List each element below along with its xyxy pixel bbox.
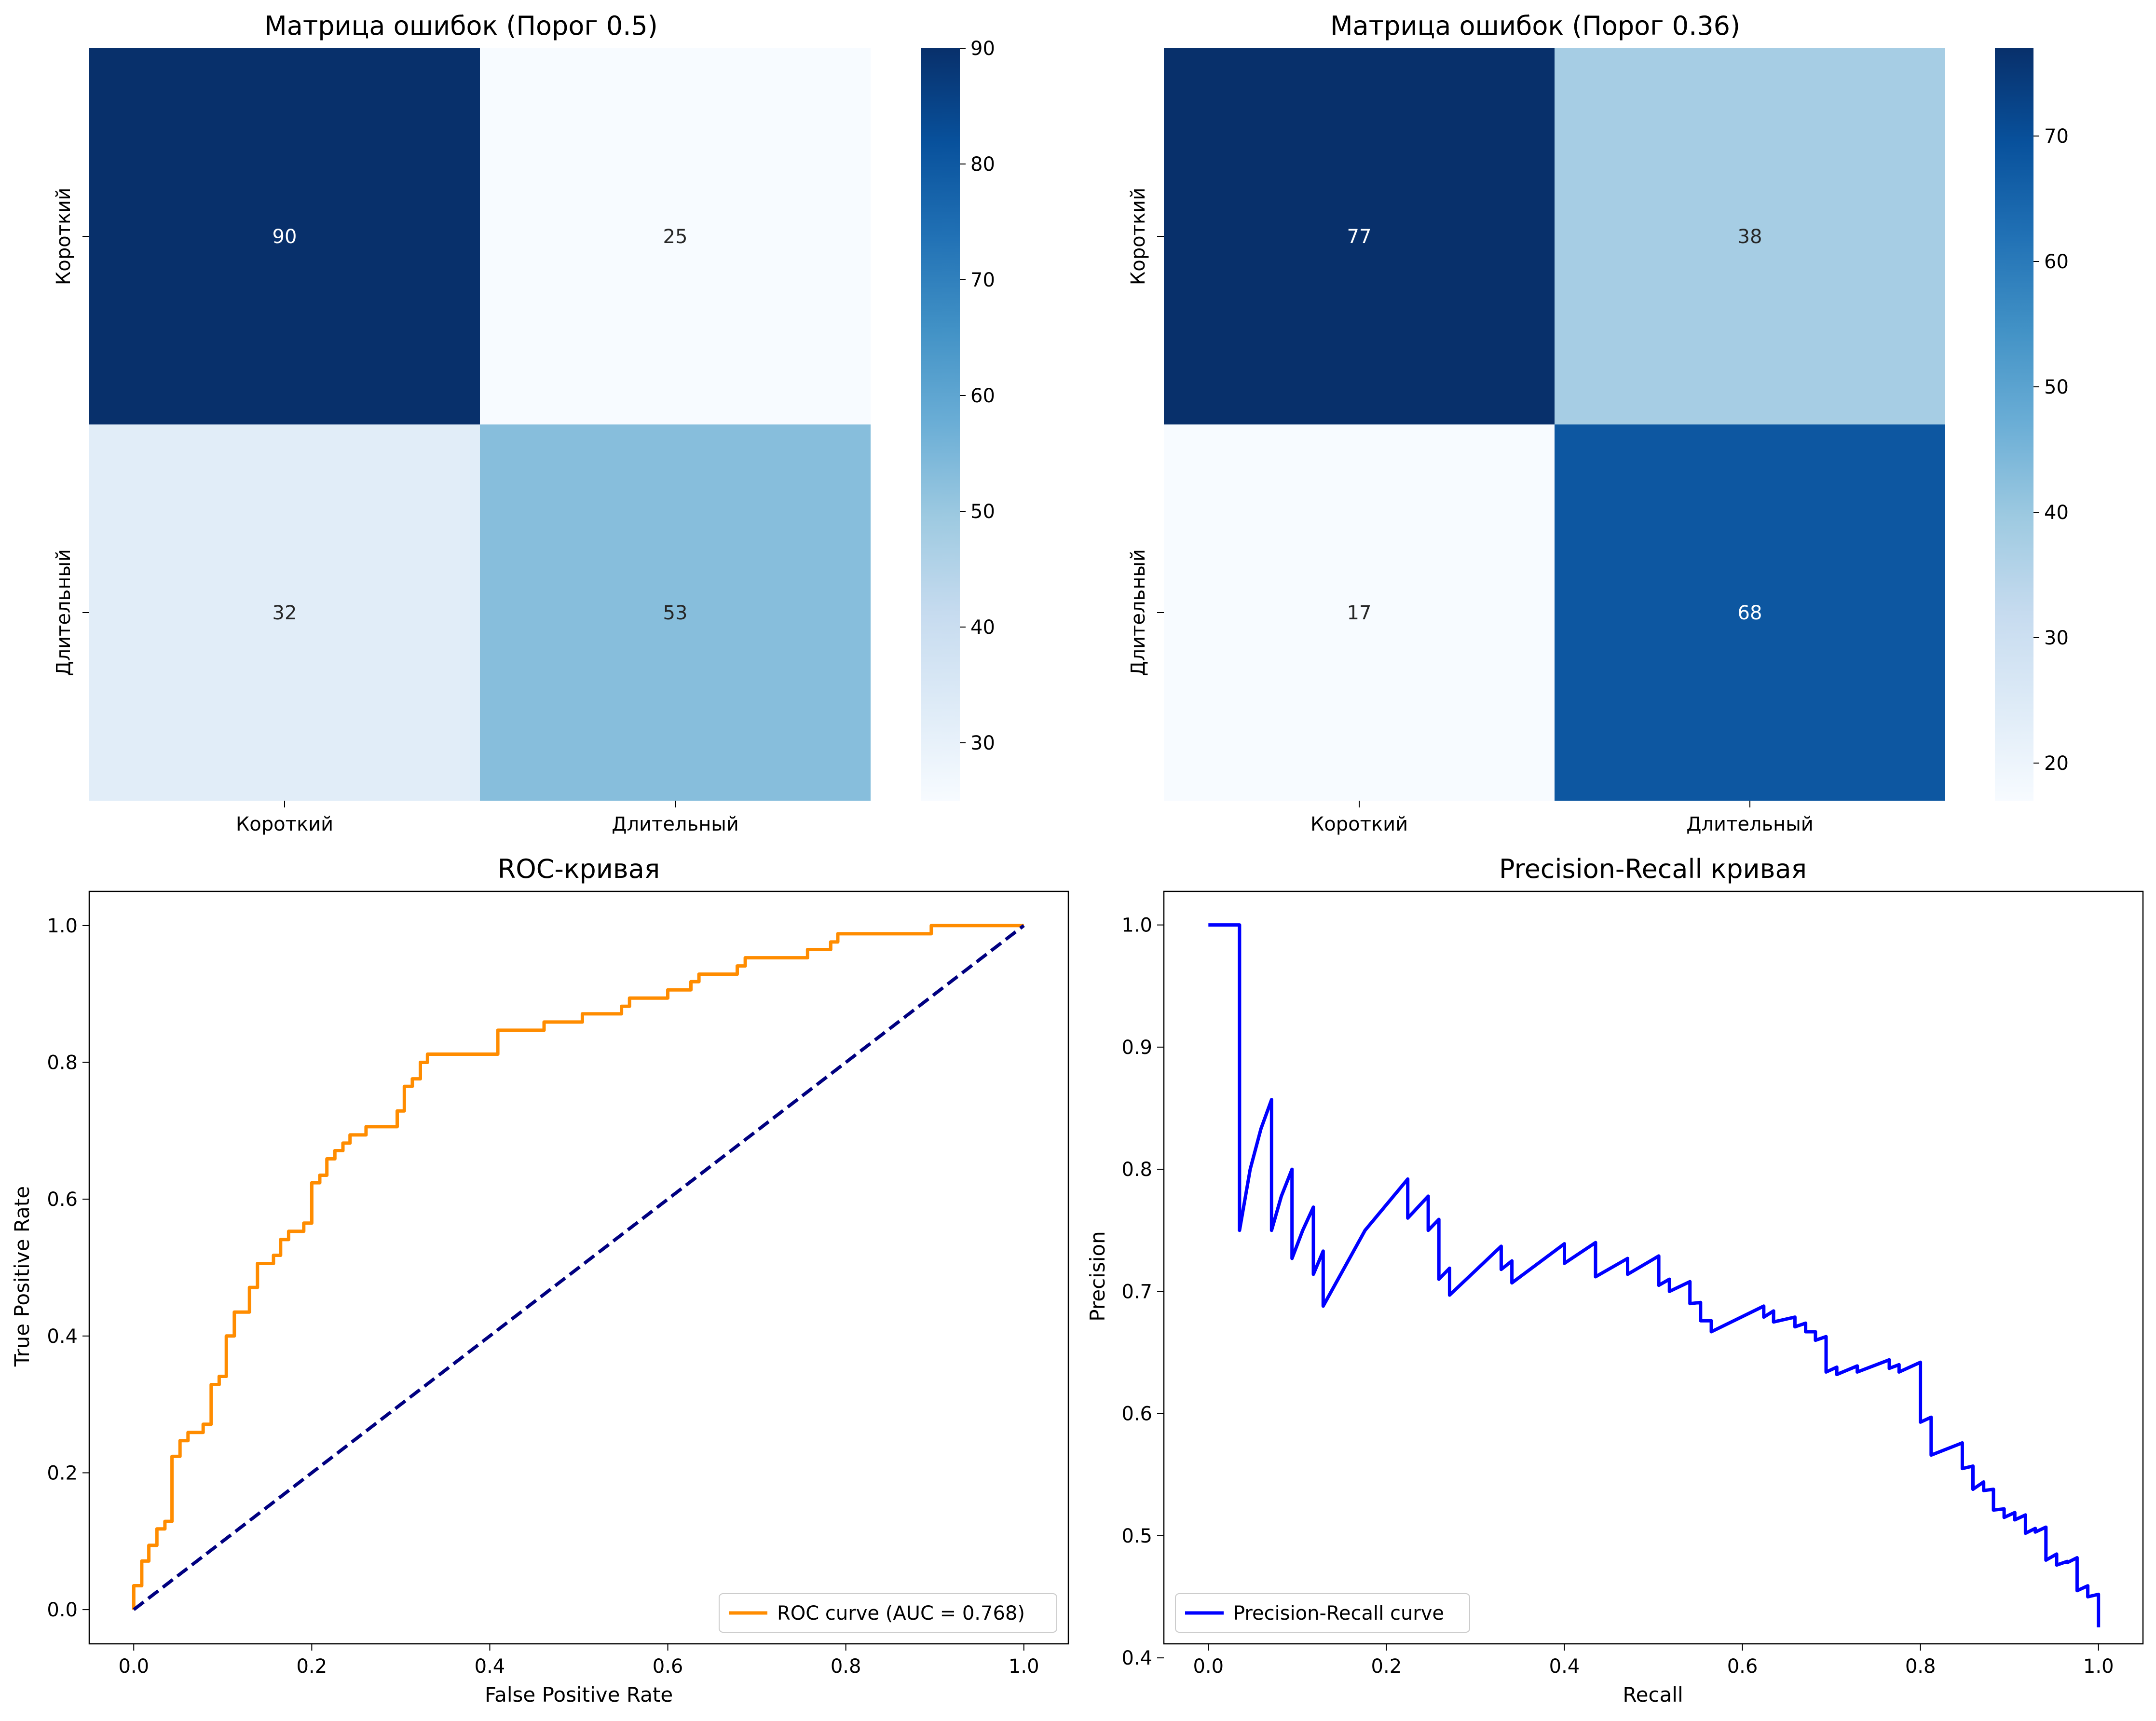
heatmap-cell-value: 25 (663, 226, 688, 248)
pr-chart: Precision-Recall кривая Recall Precision… (1086, 854, 2144, 1707)
y-tick-label: 0.6 (47, 1188, 78, 1211)
x-tick-label: 0.6 (653, 1655, 683, 1678)
x-tick-label: 1.0 (2083, 1655, 2114, 1678)
x-tick-label: 0.2 (1371, 1655, 1402, 1678)
legend: ROC curve (AUC = 0.768) (719, 1593, 1057, 1633)
y-tick-label: 1.0 (1121, 915, 1152, 937)
series-line (1208, 923, 2101, 1627)
heatmap-2-title: Матрица ошибок (Порог 0.36) (1330, 11, 1740, 41)
colorbar-tick-label: 80 (970, 153, 995, 176)
colorbar-tick-label: 40 (2044, 502, 2069, 524)
x-tick-label: Длительный (1686, 813, 1814, 835)
heatmap-cell-value: 77 (1347, 226, 1372, 248)
heatmap-1-axes: Короткий Длительный Короткий Длительный (53, 188, 739, 835)
heatmap-cell-value: 32 (273, 602, 297, 624)
pr-plot: 0.0 0.2 0.4 0.6 0.8 1.0 0.4 0.5 0.6 0.7 0.8 0.9 1.0 P… (1121, 890, 2144, 1678)
y-tick-label: 0.8 (1121, 1159, 1152, 1181)
heatmap-cell (1164, 48, 1555, 424)
heatmap-cell (480, 424, 871, 801)
heatmap-cell-value: 68 (1738, 602, 1762, 624)
legend-label: Precision-Recall curve (1233, 1602, 1444, 1625)
x-tick-label: 0.4 (475, 1655, 505, 1678)
x-tick-label: Короткий (236, 813, 333, 835)
x-tick-label: 1.0 (1009, 1655, 1039, 1678)
y-tick-label: 1.0 (47, 915, 78, 937)
y-tick-label: 0.0 (47, 1599, 78, 1621)
x-tick-label: 0.8 (1905, 1655, 1936, 1678)
heatmap-2-colorbar: 20 30 40 50 60 70 (1995, 48, 2069, 801)
colorbar-gradient (1995, 48, 2033, 801)
colorbar-tick-label: 50 (2044, 376, 2069, 398)
y-tick-label: Длительный (1127, 549, 1149, 676)
x-tick-label: 0.6 (1727, 1655, 1758, 1678)
x-tick-label: Длительный (612, 813, 739, 835)
heatmap-threshold-0-5: Матрица ошибок (Порог 0.5) 90 25 32 53 30 40… (53, 11, 995, 835)
colorbar-tick-label: 90 (970, 38, 995, 60)
pr-ylabel: Precision (1086, 1231, 1109, 1321)
roc-xlabel: False Positive Rate (485, 1683, 673, 1707)
roc-chart: ROC-кривая False Positive Rate True Posi… (10, 854, 1069, 1707)
colorbar-gradient (921, 48, 960, 801)
heatmap-1-title: Матрица ошибок (Порог 0.5) (264, 11, 658, 41)
colorbar-tick-label: 30 (970, 732, 995, 754)
y-tick-label: 0.5 (1121, 1525, 1152, 1547)
colorbar-tick-label: 30 (2044, 627, 2069, 649)
heatmap-2-cells: 77 38 17 68 (1164, 48, 1945, 801)
series-line (132, 924, 1024, 1610)
y-tick-label: Короткий (53, 188, 75, 285)
colorbar-tick-label: 50 (970, 501, 995, 523)
x-tick-label: 0.0 (118, 1655, 149, 1678)
y-tick-label: 0.4 (1121, 1647, 1152, 1669)
y-tick-label: 0.2 (47, 1462, 78, 1484)
pr-title: Precision-Recall кривая (1499, 854, 1807, 884)
heatmap-threshold-0-36: Матрица ошибок (Порог 0.36) 77 38 17 68 20 3… (1127, 11, 2069, 835)
heatmap-cell (89, 48, 480, 424)
heatmap-cell (1555, 48, 1945, 424)
roc-plot: 0.0 0.2 0.4 0.6 0.8 1.0 0.0 0.2 0.4 0.6 0.8 1.0 ROC … (47, 890, 1069, 1678)
plot-frame (88, 890, 1069, 1645)
y-tick-label: 0.4 (47, 1325, 78, 1348)
heatmap-cell-value: 38 (1738, 226, 1762, 248)
legend-label: ROC curve (AUC = 0.768) (777, 1602, 1025, 1625)
y-tick-label: Длительный (53, 549, 75, 676)
y-tick-label: 0.6 (1121, 1403, 1152, 1425)
colorbar-tick-label: 70 (2044, 125, 2069, 148)
x-tick-label: 0.2 (297, 1655, 327, 1678)
pr-xlabel: Recall (1623, 1683, 1683, 1707)
plot-frame (1163, 890, 2144, 1645)
y-tick-label: 0.8 (47, 1052, 78, 1074)
heatmap-cell-value: 90 (273, 226, 297, 248)
heatmap-cell-value: 17 (1347, 602, 1372, 624)
colorbar-tick-label: 60 (970, 385, 995, 407)
colorbar-tick-label: 70 (970, 269, 995, 291)
y-tick-label: Короткий (1127, 188, 1149, 285)
diagonal-reference-line (133, 924, 1025, 1611)
heatmap-cell (89, 424, 480, 801)
colorbar-tick-label: 60 (2044, 251, 2069, 273)
y-tick-label: 0.9 (1121, 1037, 1152, 1059)
colorbar-tick-label: 40 (970, 616, 995, 639)
heatmap-cell (1555, 424, 1945, 801)
x-tick-label: Короткий (1310, 813, 1408, 835)
legend-box (1175, 1593, 1470, 1633)
roc-title: ROC-кривая (498, 854, 660, 884)
x-tick-label: 0.0 (1193, 1655, 1224, 1678)
heatmap-2-axes: Короткий Длительный Короткий Длительный (1127, 188, 1814, 835)
heatmap-1-colorbar: 30 40 50 60 70 80 90 (921, 38, 995, 801)
roc-ylabel: True Positive Rate (10, 1186, 34, 1367)
heatmap-cell (480, 48, 871, 424)
x-tick-label: 0.4 (1549, 1655, 1580, 1678)
heatmap-cell (1164, 424, 1555, 801)
colorbar-tick-label: 20 (2044, 752, 2069, 775)
x-tick-label: 0.8 (831, 1655, 861, 1678)
legend: Precision-Recall curve (1175, 1593, 1470, 1633)
heatmap-1-cells: 90 25 32 53 (89, 48, 871, 801)
y-tick-label: 0.7 (1121, 1281, 1152, 1303)
heatmap-cell-value: 53 (663, 602, 688, 624)
legend-box (719, 1593, 1057, 1633)
